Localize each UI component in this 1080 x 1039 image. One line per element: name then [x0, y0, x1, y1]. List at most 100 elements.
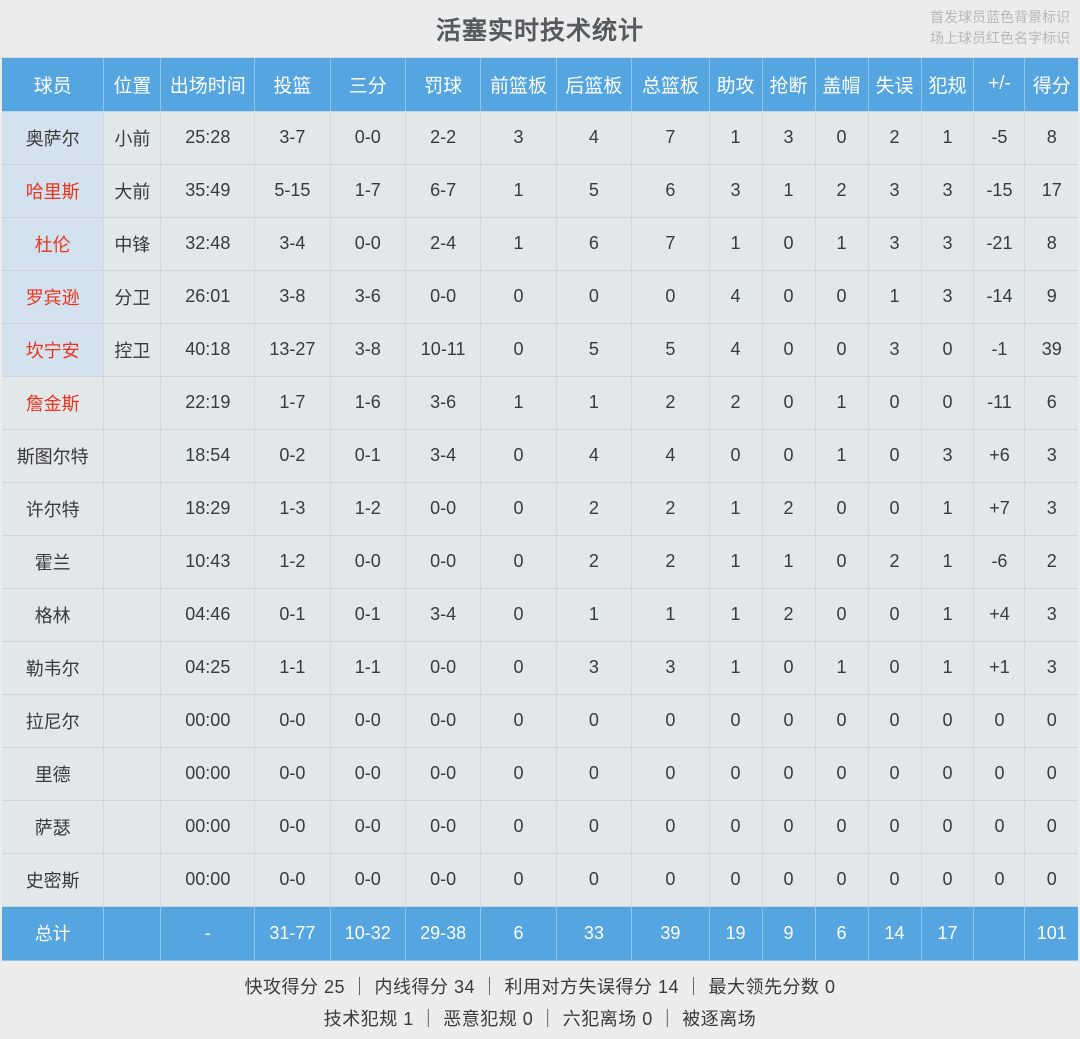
- cell-blocks: 0: [815, 694, 869, 748]
- cell-minutes: 18:29: [160, 482, 256, 536]
- cell-steals: 0: [762, 641, 816, 695]
- cell-free-throws: 10-11: [405, 323, 482, 377]
- cell-minutes: 10:43: [160, 535, 256, 589]
- cell-blocks: 1: [815, 641, 869, 695]
- cell-steals: 0: [762, 429, 816, 483]
- cell-turnovers: 0: [868, 800, 922, 854]
- table-row: 史密斯 00:00 0-0 0-0 0-0 0 0 0 0 0 0 0 0 0 0: [2, 853, 1078, 907]
- cell-player-name[interactable]: 萨瑟: [2, 800, 105, 854]
- cell-player-name[interactable]: 许尔特: [2, 482, 105, 536]
- cell-steals: 3: [762, 111, 816, 165]
- cell-steals: 1: [762, 164, 816, 218]
- cell-blocks: 1: [815, 376, 869, 430]
- cell-player-name[interactable]: 詹金斯: [2, 376, 105, 430]
- cell-player-name[interactable]: 杜伦: [2, 217, 105, 271]
- cell-offensive-rebounds: 0: [480, 429, 557, 483]
- cell-fouls: 1: [921, 588, 975, 642]
- cell-defensive-rebounds: 6: [556, 217, 633, 271]
- cell-player-name[interactable]: 坎宁安: [2, 323, 105, 377]
- cell-three-pointers: 0-0: [330, 800, 406, 854]
- cell-player-name[interactable]: 哈里斯: [2, 164, 105, 218]
- cell-player-name[interactable]: 格林: [2, 588, 105, 642]
- table-row: 拉尼尔 00:00 0-0 0-0 0-0 0 0 0 0 0 0 0 0 0 0: [2, 694, 1078, 748]
- cell-points: 0: [1024, 853, 1078, 907]
- cell-blocks: 0: [815, 323, 869, 377]
- column-header-3pt[interactable]: 三分: [330, 58, 406, 112]
- cell-field-goals: 0-0: [254, 800, 331, 854]
- cell-player-name[interactable]: 罗宾逊: [2, 270, 105, 324]
- cell-points: 3: [1024, 429, 1078, 483]
- cell-player-name[interactable]: 拉尼尔: [2, 694, 105, 748]
- cell-total-rebounds: 3: [631, 641, 710, 695]
- cell-assists: 1: [709, 641, 763, 695]
- column-header-fg[interactable]: 投篮: [254, 58, 331, 112]
- cell-free-throws: 0-0: [405, 535, 482, 589]
- column-header-points[interactable]: 得分: [1024, 58, 1078, 112]
- table-row: 萨瑟 00:00 0-0 0-0 0-0 0 0 0 0 0 0 0 0 0 0: [2, 800, 1078, 854]
- cell-player-name[interactable]: 霍兰: [2, 535, 105, 589]
- column-header-blk[interactable]: 盖帽: [815, 58, 869, 112]
- cell-player-name[interactable]: 斯图尔特: [2, 429, 105, 483]
- stats-table-container: 球员 位置 出场时间 投篮 三分 罚球 前篮板 后篮板 总篮板 助攻 抢断 盖帽…: [0, 58, 1080, 961]
- column-header-pf[interactable]: 犯规: [921, 58, 975, 112]
- column-header-ft[interactable]: 罚球: [405, 58, 482, 112]
- column-header-dreb[interactable]: 后篮板: [556, 58, 633, 112]
- cell-offensive-rebounds: 0: [480, 641, 557, 695]
- column-header-player[interactable]: 球员: [2, 58, 105, 112]
- cell-defensive-rebounds: 2: [556, 482, 633, 536]
- cell-points: 8: [1024, 217, 1078, 271]
- cell-turnovers: 0: [868, 588, 922, 642]
- column-header-treb[interactable]: 总篮板: [631, 58, 710, 112]
- column-header-to[interactable]: 失误: [868, 58, 922, 112]
- cell-free-throws: 0-0: [405, 694, 482, 748]
- column-header-minutes[interactable]: 出场时间: [160, 58, 256, 112]
- cell-fouls: 3: [921, 270, 975, 324]
- cell-turnovers: 0: [868, 853, 922, 907]
- cell-player-name[interactable]: 里德: [2, 747, 105, 801]
- cell-total-rebounds: 0: [631, 270, 710, 324]
- cell-player-position: 小前: [103, 111, 162, 165]
- cell-points: 3: [1024, 482, 1078, 536]
- cell-turnovers: 0: [868, 429, 922, 483]
- cell-field-goals: 5-15: [254, 164, 331, 218]
- column-header-ast[interactable]: 助攻: [709, 58, 763, 112]
- totals-cell-total-rebounds: 39: [631, 906, 710, 961]
- cell-steals: 0: [762, 800, 816, 854]
- cell-plus-minus: -11: [973, 376, 1026, 430]
- cell-fouls: 3: [921, 217, 975, 271]
- cell-fouls: 1: [921, 482, 975, 536]
- cell-three-pointers: 0-0: [330, 853, 406, 907]
- cell-field-goals: 0-1: [254, 588, 331, 642]
- cell-assists: 1: [709, 482, 763, 536]
- cell-offensive-rebounds: 0: [480, 853, 557, 907]
- cell-player-position: [103, 588, 162, 642]
- table-header: 球员 位置 出场时间 投篮 三分 罚球 前篮板 后篮板 总篮板 助攻 抢断 盖帽…: [2, 58, 1078, 112]
- table-row: 里德 00:00 0-0 0-0 0-0 0 0 0 0 0 0 0 0 0 0: [2, 747, 1078, 801]
- cell-field-goals: 1-3: [254, 482, 331, 536]
- cell-defensive-rebounds: 5: [556, 323, 633, 377]
- cell-steals: 1: [762, 535, 816, 589]
- totals-cell-turnovers: 14: [868, 906, 922, 961]
- table-row: 霍兰 10:43 1-2 0-0 0-0 0 2 2 1 1 0 2 1 -6 2: [2, 535, 1078, 589]
- cell-fouls: 0: [921, 323, 975, 377]
- column-header-oreb[interactable]: 前篮板: [480, 58, 557, 112]
- column-header-plusminus[interactable]: +/-: [973, 58, 1026, 112]
- cell-turnovers: 0: [868, 694, 922, 748]
- cell-player-name[interactable]: 勒韦尔: [2, 641, 105, 695]
- cell-minutes: 04:25: [160, 641, 256, 695]
- footer-line-scoring: 快攻得分 25 ｜ 内线得分 34 ｜ 利用对方失误得分 14 ｜ 最大领先分数…: [244, 976, 836, 997]
- column-header-position[interactable]: 位置: [103, 58, 162, 112]
- cell-field-goals: 3-4: [254, 217, 331, 271]
- title-bar: 活塞实时技术统计 首发球员蓝色背景标识 场上球员红色名字标识: [0, 0, 1080, 58]
- cell-fouls: 0: [921, 800, 975, 854]
- cell-plus-minus: +1: [973, 641, 1026, 695]
- table-row: 许尔特 18:29 1-3 1-2 0-0 0 2 2 1 2 0 0 1 +7 3: [2, 482, 1078, 536]
- cell-field-goals: 3-8: [254, 270, 331, 324]
- cell-total-rebounds: 2: [631, 535, 710, 589]
- cell-blocks: 0: [815, 853, 869, 907]
- cell-fouls: 1: [921, 641, 975, 695]
- cell-player-name[interactable]: 史密斯: [2, 853, 105, 907]
- column-header-stl[interactable]: 抢断: [762, 58, 816, 112]
- cell-player-name[interactable]: 奥萨尔: [2, 111, 105, 165]
- cell-blocks: 0: [815, 111, 869, 165]
